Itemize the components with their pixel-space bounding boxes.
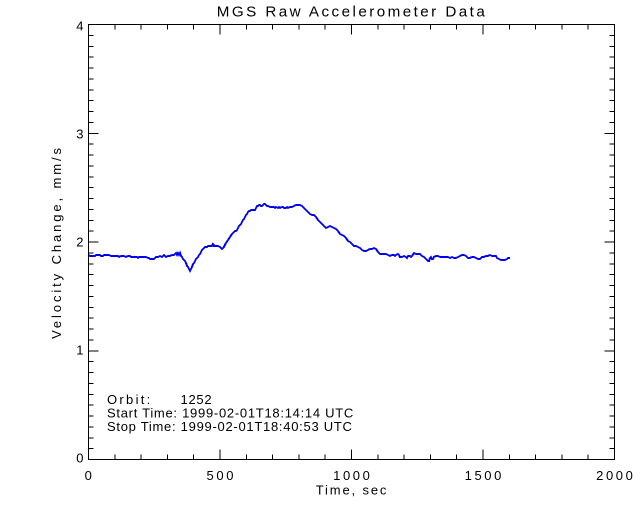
svg-text:2000: 2000	[596, 468, 635, 483]
svg-text:0: 0	[76, 450, 83, 465]
svg-text:0: 0	[85, 468, 95, 483]
svg-text:Velocity Change, mm/s: Velocity Change, mm/s	[49, 145, 64, 339]
svg-text:500: 500	[207, 468, 237, 483]
svg-text:1252: 1252	[181, 392, 213, 407]
svg-text:3: 3	[76, 126, 83, 141]
svg-text:Start Time: 1999-02-01T18:14:1: Start Time: 1999-02-01T18:14:14 UTC	[107, 406, 354, 421]
svg-text:1500: 1500	[465, 468, 504, 483]
svg-text:2: 2	[76, 234, 83, 249]
svg-text:1000: 1000	[333, 468, 372, 483]
svg-text:Stop Time: 1999-02-01T18:40:53: Stop Time: 1999-02-01T18:40:53 UTC	[107, 419, 353, 434]
svg-text:4: 4	[76, 19, 83, 34]
svg-text:MGS Raw Accelerometer Data: MGS Raw Accelerometer Data	[217, 4, 488, 21]
svg-text:Time, sec: Time, sec	[316, 483, 389, 498]
svg-text:1: 1	[76, 342, 83, 357]
svg-text:Orbit:: Orbit:	[107, 392, 153, 407]
